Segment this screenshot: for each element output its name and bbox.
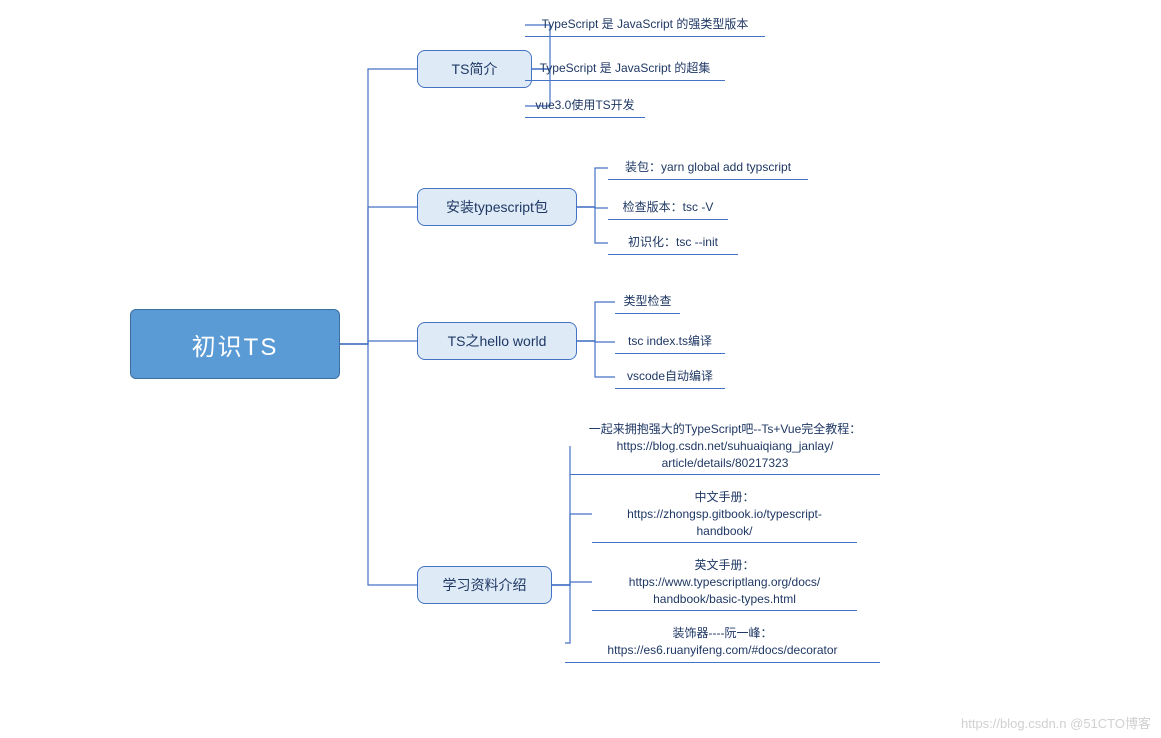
root-node: 初识TS — [130, 309, 340, 379]
leaf-node-b1-1: 检查版本：tsc -V — [608, 197, 728, 220]
leaf-node-b3-0: 一起来拥抱强大的TypeScript吧--Ts+Vue完全教程： https:/… — [570, 419, 880, 475]
leaf-node-b0-0: TypeScript 是 JavaScript 的强类型版本 — [525, 14, 765, 37]
branch-node-b3: 学习资料介绍 — [417, 566, 552, 604]
branch-node-b1: 安装typescript包 — [417, 188, 577, 226]
branch-node-b2: TS之hello world — [417, 322, 577, 360]
leaf-node-b1-2: 初识化：tsc --init — [608, 232, 738, 255]
leaf-node-b2-1: tsc index.ts编译 — [615, 331, 725, 354]
leaf-node-b3-3: 装饰器----阮一峰： https://es6.ruanyifeng.com/#… — [565, 623, 880, 663]
leaf-node-b3-1: 中文手册： https://zhongsp.gitbook.io/typescr… — [592, 487, 857, 543]
branch-node-b0: TS简介 — [417, 50, 532, 88]
leaf-node-b1-0: 装包：yarn global add typscript — [608, 157, 808, 180]
leaf-node-b2-0: 类型检查 — [615, 291, 680, 314]
leaf-node-b2-2: vscode自动编译 — [615, 366, 725, 389]
leaf-node-b3-2: 英文手册： https://www.typescriptlang.org/doc… — [592, 555, 857, 611]
watermark: https://blog.csdn.n @51CTO博客 — [961, 713, 1151, 732]
leaf-node-b0-1: TypeScript 是 JavaScript 的超集 — [525, 58, 725, 81]
leaf-node-b0-2: vue3.0使用TS开发 — [525, 95, 645, 118]
